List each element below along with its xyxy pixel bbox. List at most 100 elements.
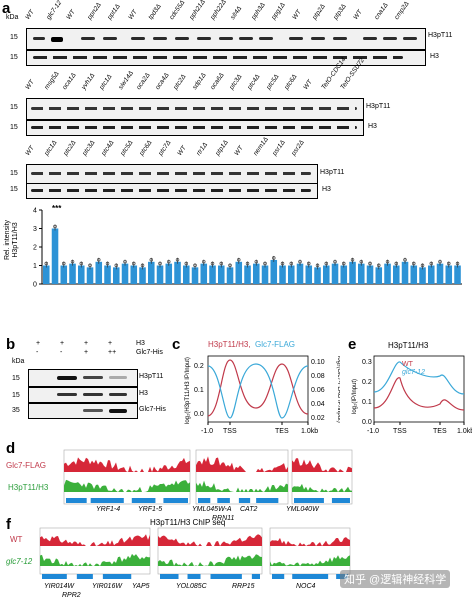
bar-y-axis-label: Rel. intensity H3pT11/H3 [4, 219, 19, 261]
data-point [114, 263, 118, 268]
blot-row3-h3pt11 [26, 164, 318, 184]
strain-label: ptc5Δ [119, 139, 135, 157]
strain-label: WT [24, 8, 36, 21]
bar [261, 265, 269, 284]
panel-d-label: d [6, 440, 16, 457]
gene-label: YAP5 [132, 583, 150, 590]
bar [209, 265, 216, 284]
bar [60, 265, 68, 284]
y-right-tick-label: 0.10 [311, 359, 325, 366]
bar [69, 263, 76, 284]
glc7-curve [373, 361, 465, 395]
data-point [228, 263, 232, 268]
track-label-glc7: Glc7-FLAG [6, 461, 46, 470]
gene-box [163, 498, 188, 503]
bar [218, 265, 225, 284]
bar [148, 261, 155, 284]
strain-label: oca2Δ [135, 71, 152, 91]
strain-label: ptp3Δ [331, 3, 348, 21]
data-point [53, 224, 57, 229]
y-right-tick-label: 0.04 [311, 401, 325, 408]
strain-label: cna1Δ [372, 1, 390, 21]
strain-label: ptc3Δ [81, 139, 97, 157]
blot-label-glc7his: Glc7-His [139, 406, 166, 413]
bar [331, 263, 339, 284]
data-point [394, 261, 398, 266]
bar [139, 267, 146, 284]
x-tick-label: TSS [393, 428, 407, 435]
gene-label: YIR016W [92, 583, 123, 590]
strain-label: yvh1Δ [79, 72, 96, 91]
blot-row1-h3pt11 [26, 28, 426, 50]
strain-label: ptc4Δ [246, 73, 262, 91]
y-axis-label: log₂(IP/Input) [352, 379, 358, 414]
strain-label: ppt1Δ [106, 3, 122, 21]
strain-label: ppg1Δ [270, 1, 287, 21]
blot-b-h3pt11 [28, 369, 138, 387]
y-right-axis-label: log₂(Glc7-FLAG IP/Input) [336, 356, 340, 423]
strain-label: ptc6Δ [283, 73, 299, 91]
blot-label-h3pt11: H3pT11 [139, 373, 164, 380]
bar [366, 265, 374, 284]
data-point [184, 261, 188, 266]
strain-label: ptp2Δ [311, 3, 327, 21]
gene-label: YRF1-4 [96, 506, 120, 513]
gene-box [131, 498, 156, 503]
bar [445, 265, 453, 284]
plot-frame [207, 355, 309, 423]
data-point [237, 258, 241, 262]
y-tick-label: 0.0 [362, 419, 372, 426]
gene-label: NOC4 [296, 583, 316, 590]
data-point [280, 261, 285, 266]
blot-b-glc7his [28, 403, 138, 419]
strain-label: ptc5Δ [264, 73, 281, 91]
track-label-glc7: glc7-12 [6, 557, 33, 566]
sign-cell: - [60, 349, 63, 356]
blot-b-h3 [28, 387, 138, 403]
strain-label: glc7-12 [44, 0, 63, 21]
bar [130, 265, 138, 284]
data-point [350, 258, 355, 262]
data-point [140, 263, 145, 268]
y-tick-label: 0.2 [362, 379, 372, 386]
panel-f-label: f [6, 516, 11, 533]
track-label-wt: WT [10, 535, 23, 544]
wt-peak [270, 537, 350, 546]
panel-b-label: b [6, 336, 16, 353]
data-point [368, 261, 372, 266]
blot-label-h3: H3 [322, 186, 331, 193]
bar [393, 265, 400, 284]
strain-label: oca4Δ [153, 71, 171, 91]
bar [86, 267, 94, 284]
bar [375, 267, 383, 284]
bar [200, 263, 208, 284]
data-point [149, 258, 153, 262]
data-point [403, 258, 407, 262]
panel-e-label: e [348, 336, 357, 353]
glc7-peak [40, 553, 150, 566]
strain-label: psr1Δ [271, 139, 287, 157]
track-frame [157, 527, 263, 575]
data-point [272, 256, 276, 260]
strain-label: ptp1Δ [214, 139, 230, 157]
glc7-peak [158, 554, 262, 566]
sign-row-label: H3 [136, 340, 145, 347]
plot-frame [373, 355, 465, 423]
bar [121, 263, 129, 284]
data-point [342, 261, 346, 266]
sign-cell: - [36, 349, 39, 356]
gene-label: YML045W-A [192, 506, 232, 513]
x-tick-label: TSS [223, 428, 237, 435]
bar [113, 267, 120, 284]
strain-label: cmp2Δ [393, 0, 411, 22]
gene-label: CAT2 [240, 506, 257, 513]
strain-label: ptc7Δ [157, 139, 173, 157]
sign-cell: + [84, 340, 89, 347]
track-frame [39, 527, 151, 575]
bar [314, 267, 321, 284]
gene-box [251, 574, 260, 579]
panel-a-label: a [2, 0, 11, 17]
gene-box [256, 498, 279, 503]
h3pt11-peak [64, 479, 190, 492]
data-point [70, 259, 75, 264]
